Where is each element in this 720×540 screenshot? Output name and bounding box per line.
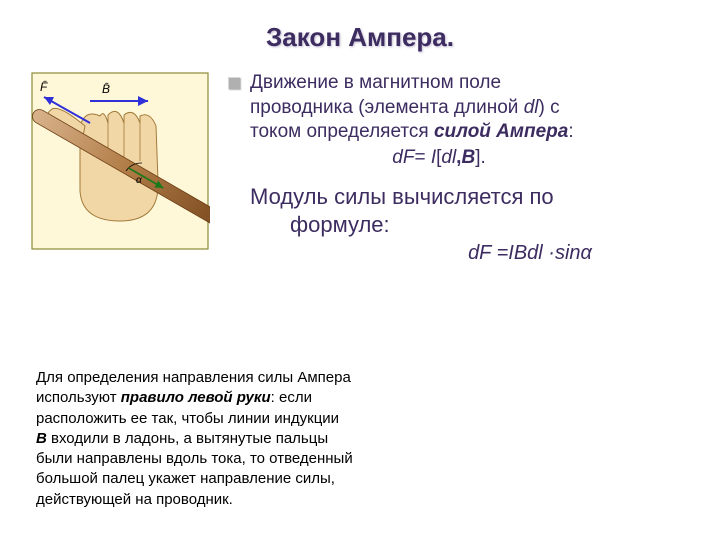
left-hand-figure: α F̄ B̄ bbox=[30, 71, 210, 251]
bullet-item: Движение в магнитном поле проводника (эл… bbox=[228, 71, 690, 145]
content-row: α F̄ B̄ bbox=[0, 71, 720, 265]
ampere-force-term: силой Ампера bbox=[434, 121, 568, 142]
modulus-block: Модуль силы вычисляется по формуле: dF =… bbox=[228, 183, 690, 265]
svg-text:F̄: F̄ bbox=[40, 80, 48, 94]
bp-B: B bbox=[36, 430, 47, 447]
alpha-label: α bbox=[136, 175, 142, 186]
mod-l2: формуле: bbox=[250, 211, 660, 239]
bottom-paragraph: Для определения направления силы Ампера … bbox=[36, 368, 456, 510]
bullet-line2b: ) с bbox=[538, 97, 559, 118]
bullet-line3b: : bbox=[568, 121, 573, 142]
bullet-dl: dl bbox=[524, 97, 539, 118]
bp-l2b: : если bbox=[271, 389, 312, 406]
bp-l1: Для определения направления силы Ампера bbox=[36, 369, 351, 386]
bullet-text: Движение в магнитном поле проводника (эл… bbox=[250, 71, 574, 145]
mod-l1: Модуль силы вычисляется по bbox=[250, 184, 554, 209]
formula-vector: dF= I[dl,B]. bbox=[188, 147, 690, 169]
bp-l5: были направлены вдоль тока, то отведенны… bbox=[36, 450, 353, 467]
bp-l3: расположить ее так, чтобы линии индукции bbox=[36, 410, 339, 427]
f1-B: B bbox=[461, 147, 475, 168]
f1-rb: ]. bbox=[475, 147, 486, 168]
f1-dl: dl bbox=[441, 147, 456, 168]
bullet-marker-icon bbox=[228, 77, 240, 89]
formula-scalar: dF =IBdl ·sinα bbox=[400, 242, 660, 265]
bullet-line3a: током определяется bbox=[250, 121, 434, 142]
bp-l6: большой палец укажет направление силы, bbox=[36, 470, 335, 487]
bullet-line2a: проводника (элемента длиной bbox=[250, 97, 524, 118]
f1-eq: = bbox=[414, 147, 430, 168]
f1-dF: dF bbox=[392, 147, 414, 168]
bp-l4b: входили в ладонь, а вытянутые пальцы bbox=[47, 430, 328, 447]
bp-l7: действующей на проводник. bbox=[36, 491, 233, 508]
svg-text:B̄: B̄ bbox=[102, 82, 110, 96]
bp-l2a: используют bbox=[36, 389, 121, 406]
bullet-block: Движение в магнитном поле проводника (эл… bbox=[210, 71, 720, 265]
slide-title: Закон Ампера. bbox=[0, 0, 720, 53]
modulus-intro: Модуль силы вычисляется по формуле: bbox=[250, 183, 660, 238]
bullet-line1: Движение в магнитном поле bbox=[250, 72, 501, 93]
left-hand-rule-term: правило левой руки bbox=[121, 389, 271, 406]
